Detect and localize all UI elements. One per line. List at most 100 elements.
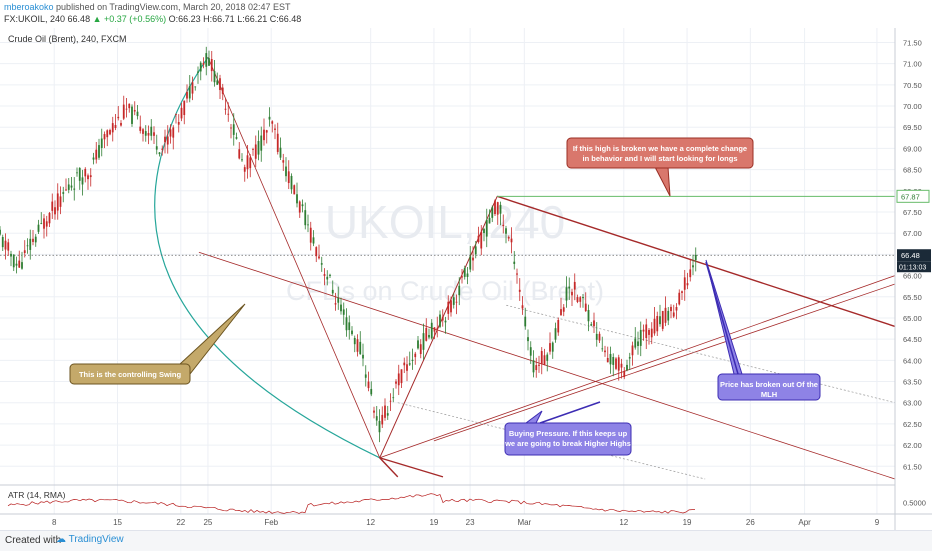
candle-body xyxy=(307,224,309,226)
price-tick-label: 63.50 xyxy=(903,378,922,387)
candle-body xyxy=(634,338,637,348)
time-tick-label: 22 xyxy=(176,518,185,527)
candle-body xyxy=(645,324,648,338)
tradingview-logo-icon[interactable]: ☁ TradingView xyxy=(56,534,124,545)
annotations-layer: If this high is broken we have a complet… xyxy=(69,137,821,456)
candle-body xyxy=(213,71,216,83)
candle-body xyxy=(98,145,100,158)
candle-body xyxy=(502,224,505,227)
candle-body xyxy=(194,86,197,88)
candle-body xyxy=(560,309,562,316)
candle-body xyxy=(356,339,359,352)
candle-body xyxy=(683,277,686,290)
candle-body xyxy=(609,353,612,365)
watermark-symbol: UKOIL, 240 xyxy=(325,196,565,248)
candle-body xyxy=(12,254,15,268)
candle-body xyxy=(395,381,397,384)
created-with-text: Created with xyxy=(5,535,62,546)
candle-body xyxy=(381,414,384,425)
price-tick-label: 64.00 xyxy=(903,356,922,365)
candle-body xyxy=(389,400,392,402)
candle-body xyxy=(491,207,494,218)
candle-body xyxy=(518,289,521,292)
time-axis[interactable]: 8 15 22 25 Feb 12 19 23 Mar 12 19 26 Apr 9 xyxy=(52,518,880,527)
price-chart[interactable]: UKOIL, 240 CFDs on Crude Oil (Brent) If … xyxy=(0,28,932,530)
countdown-text: 01:13:03 xyxy=(899,265,926,272)
candle-body xyxy=(230,127,232,129)
candle-body xyxy=(18,260,21,268)
candle-body xyxy=(312,237,315,244)
author-link[interactable]: mberoakoko xyxy=(4,2,54,12)
candle-body xyxy=(483,229,485,234)
candle-body xyxy=(111,123,114,133)
candle-body xyxy=(175,114,177,115)
candle-body xyxy=(678,292,681,305)
candle-body xyxy=(623,371,626,378)
candle-body xyxy=(78,167,81,181)
candle-body xyxy=(172,127,175,138)
candle-body xyxy=(653,318,656,334)
candle-body xyxy=(362,354,364,359)
high-break-note: If this high is broken we have a complet… xyxy=(566,137,754,197)
candle-body xyxy=(315,247,318,257)
candle-body xyxy=(617,357,620,371)
candle-body xyxy=(359,341,362,355)
candle-body xyxy=(527,337,529,342)
candle-body xyxy=(142,129,144,134)
candle-body xyxy=(290,175,293,190)
candle-body xyxy=(109,129,111,135)
candle-body xyxy=(216,80,219,85)
candle-body xyxy=(450,300,452,313)
candle-body xyxy=(180,107,183,119)
swing-arc xyxy=(154,56,380,459)
candle-body xyxy=(582,296,584,299)
quote-last: 66.48 xyxy=(67,14,91,24)
candle-body xyxy=(122,104,125,119)
candle-body xyxy=(120,122,122,126)
candle-body xyxy=(474,246,477,255)
time-tick-label: 12 xyxy=(366,518,375,527)
candle-body xyxy=(246,155,249,170)
candle-body xyxy=(183,100,186,116)
candle-body xyxy=(48,212,51,224)
atr-line xyxy=(7,493,695,514)
atr-axis-label: 0.5000 xyxy=(903,498,926,507)
candle-body xyxy=(208,58,210,66)
candle-body xyxy=(238,149,241,159)
controlling-swing-note: This is the controlling Swing xyxy=(69,303,246,385)
candle-body xyxy=(447,301,450,314)
candle-body xyxy=(136,111,139,117)
candle-body xyxy=(318,256,320,259)
candle-body xyxy=(571,291,573,296)
rising-support-line-2 xyxy=(433,283,896,442)
candle-body xyxy=(672,312,675,317)
price-axis[interactable]: 61.50 62.00 62.50 63.00 63.50 64.00 64.50 65.00… xyxy=(896,38,931,507)
candle-body xyxy=(54,207,56,215)
candle-body xyxy=(584,303,587,312)
candle-body xyxy=(45,221,48,227)
candle-body xyxy=(425,327,428,341)
price-tick-label: 70.50 xyxy=(903,81,922,90)
price-tick-label: 62.00 xyxy=(903,441,922,450)
candle-body xyxy=(524,316,527,327)
candle-body xyxy=(1,236,4,248)
candle-body xyxy=(375,416,378,421)
candle-body xyxy=(65,189,67,191)
candle-body xyxy=(43,218,45,229)
price-tick-label: 69.50 xyxy=(903,123,922,132)
footer: Created with ☁ TradingView xyxy=(0,530,932,551)
candle-body xyxy=(521,305,524,309)
controlling-swing-note-box xyxy=(69,363,191,385)
candle-body xyxy=(681,291,683,293)
dotted-median-line xyxy=(397,402,706,480)
candle-body xyxy=(507,237,510,239)
candle-body xyxy=(282,160,285,163)
candle-body xyxy=(103,134,106,140)
time-tick-label: 25 xyxy=(203,518,212,527)
candle-body xyxy=(296,194,298,204)
candle-body xyxy=(191,82,194,94)
candle-body xyxy=(169,129,172,137)
breakout-note-text: Price has broken out Of the xyxy=(720,380,818,389)
change-up-icon: ▲ xyxy=(92,14,102,24)
